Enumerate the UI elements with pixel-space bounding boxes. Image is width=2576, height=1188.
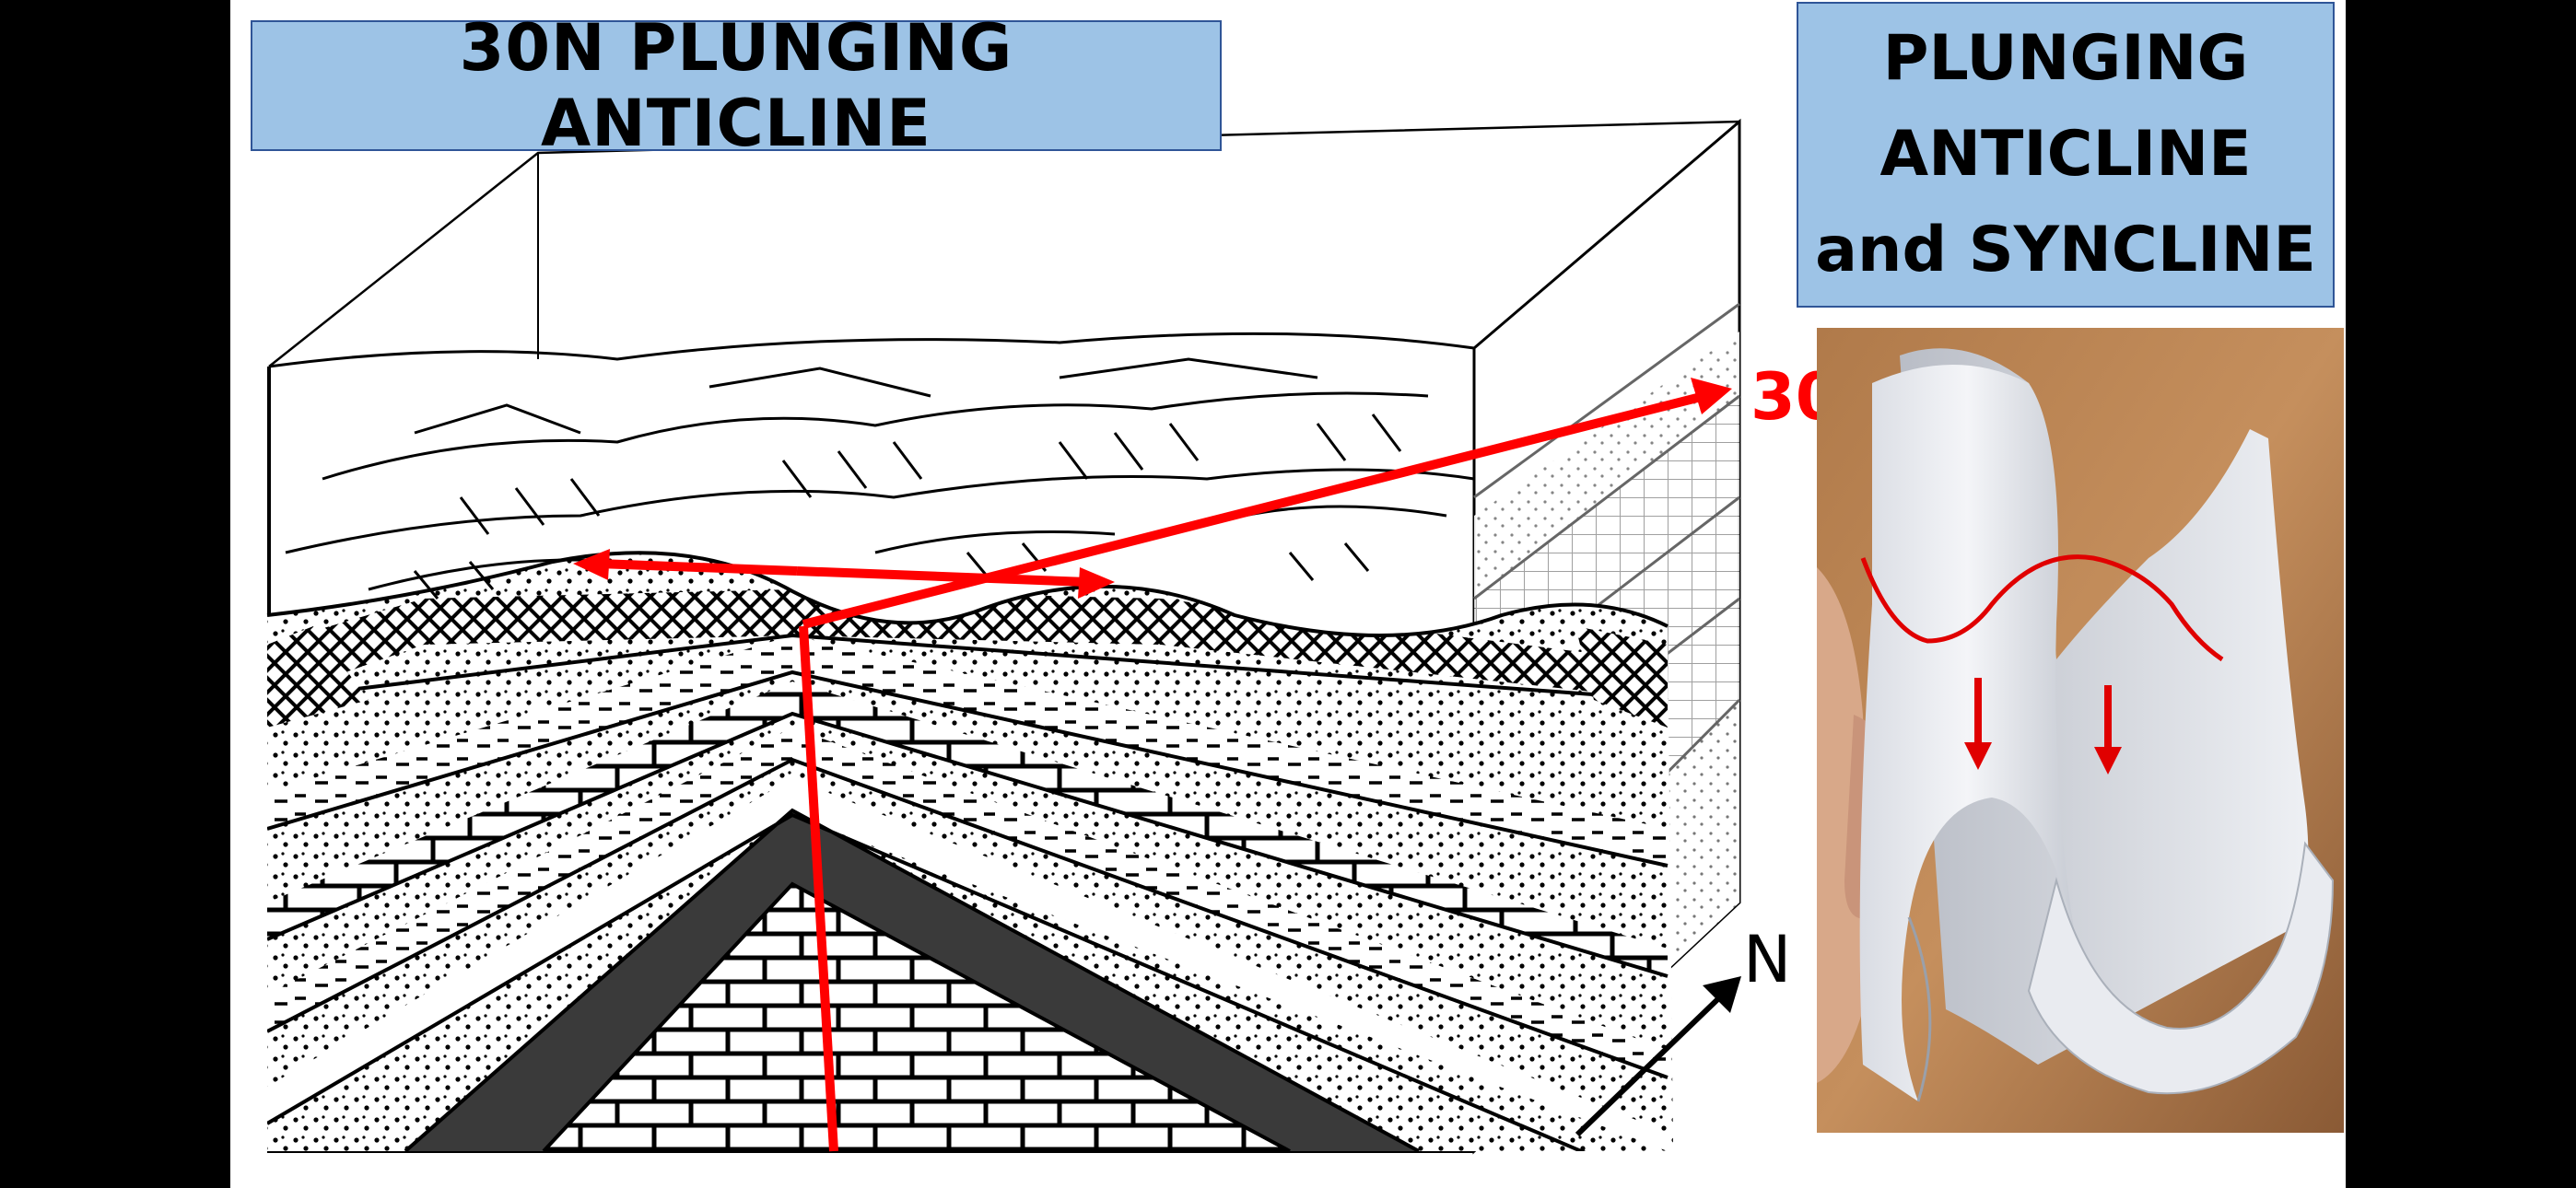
slide: 30 N 30N PLUNGING ANTICLINE PLUNGING ANT… bbox=[230, 0, 2346, 1188]
landscape-surface bbox=[268, 332, 1475, 600]
side-title-line-3: and SYNCLINE bbox=[1815, 214, 2316, 286]
side-title: PLUNGING ANTICLINE and SYNCLINE bbox=[1797, 2, 2335, 308]
block-diagram: 30 N bbox=[266, 118, 1840, 1155]
north-arrow-icon bbox=[1575, 976, 1741, 1137]
side-title-line-1: PLUNGING bbox=[1882, 22, 2249, 95]
folded-paper-photo bbox=[1817, 328, 2344, 1133]
north-label: N bbox=[1743, 922, 1791, 997]
main-title: 30N PLUNGING ANTICLINE bbox=[251, 10, 1222, 161]
plunge-arrows bbox=[573, 378, 1732, 1152]
front-face-folds bbox=[267, 553, 1673, 1151]
side-title-line-2: ANTICLINE bbox=[1879, 118, 2252, 191]
